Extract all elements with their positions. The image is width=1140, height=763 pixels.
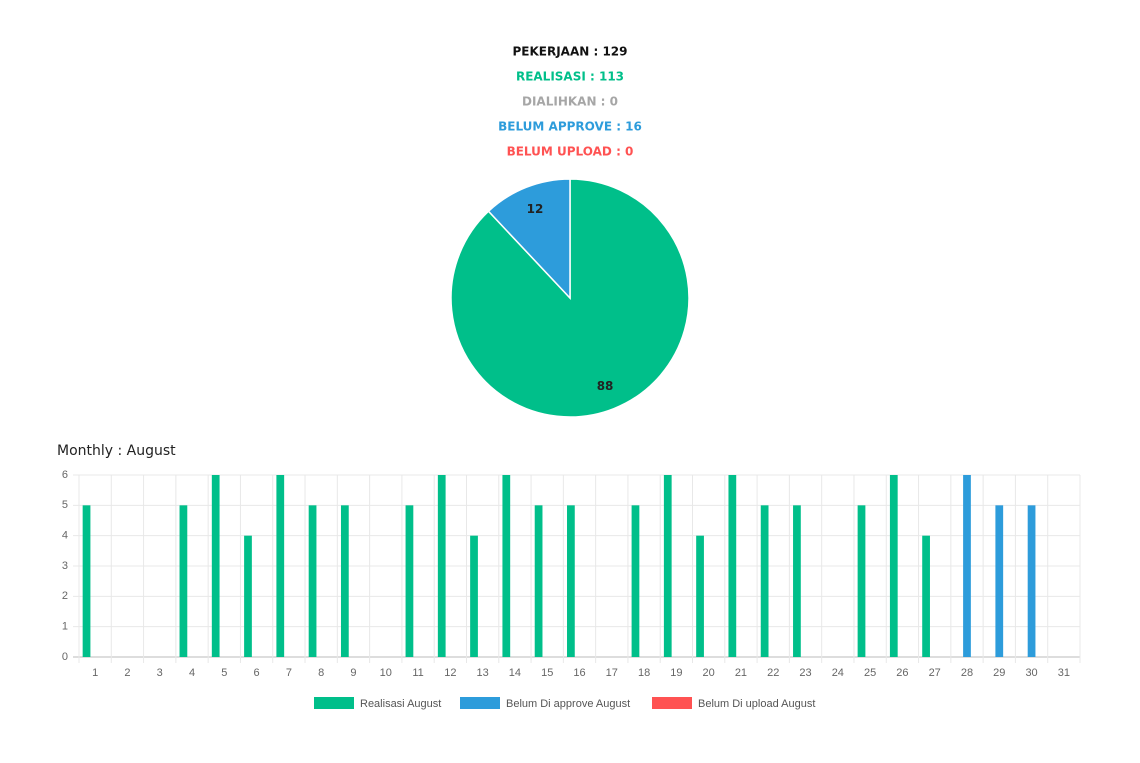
x-tick-label: 15	[541, 667, 553, 679]
bar	[963, 475, 971, 657]
bar	[244, 535, 252, 657]
bar	[82, 505, 91, 657]
legend-label: Belum Di approve August	[506, 698, 630, 710]
summary-line: BELUM APPROVE : 16	[498, 120, 642, 134]
x-tick-label: 25	[864, 667, 876, 679]
bar	[211, 475, 220, 657]
x-tick-label: 20	[703, 667, 715, 679]
bar	[470, 535, 478, 657]
legend-swatch	[652, 697, 692, 709]
x-tick-label: 12	[444, 667, 456, 679]
x-tick-label: 13	[477, 667, 489, 679]
summary-line: DIALIHKAN : 0	[522, 95, 618, 109]
bar	[276, 475, 285, 657]
y-tick-label: 6	[62, 469, 68, 481]
bar	[534, 505, 543, 657]
x-tick-label: 3	[157, 667, 163, 679]
bar	[405, 505, 414, 657]
legend-swatch	[460, 697, 500, 709]
x-tick-label: 19	[670, 667, 682, 679]
slice-label: 88	[597, 379, 614, 393]
bar	[793, 505, 801, 657]
bar	[995, 505, 1004, 657]
x-tick-label: 21	[735, 667, 747, 679]
bar	[502, 475, 511, 657]
y-tick-label: 0	[62, 651, 68, 663]
summary-line: PEKERJAAN : 129	[512, 45, 627, 59]
x-tick-label: 24	[832, 667, 844, 679]
slice-label: 12	[527, 202, 544, 216]
x-tick-label: 11	[412, 667, 423, 679]
x-tick-label: 14	[509, 667, 521, 679]
pie-slice	[450, 178, 690, 418]
bar	[857, 505, 866, 657]
bar	[308, 505, 317, 657]
x-tick-label: 26	[896, 667, 908, 679]
bar	[663, 475, 672, 657]
pie-slice	[487, 178, 571, 300]
bar	[1027, 505, 1036, 657]
x-tick-label: 18	[638, 667, 650, 679]
bar	[760, 505, 769, 657]
x-tick-label: 29	[993, 667, 1005, 679]
x-tick-label: 31	[1058, 667, 1070, 679]
x-tick-label: 8	[318, 667, 324, 679]
summary-line: BELUM UPLOAD : 0	[507, 145, 634, 159]
x-tick-label: 28	[961, 667, 973, 679]
y-tick-label: 5	[62, 499, 68, 511]
x-tick-label: 1	[92, 667, 98, 679]
chart-title: Monthly : August	[57, 443, 176, 459]
x-tick-label: 17	[606, 667, 618, 679]
bar	[567, 505, 575, 657]
legend-label: Belum Di upload August	[698, 698, 815, 710]
bar	[340, 505, 349, 657]
x-tick-label: 23	[799, 667, 811, 679]
bar	[922, 535, 930, 657]
bar	[631, 505, 640, 657]
y-tick-label: 2	[62, 590, 68, 602]
x-tick-label: 9	[350, 667, 356, 679]
x-tick-label: 30	[1025, 667, 1037, 679]
x-tick-label: 7	[286, 667, 292, 679]
legend-label: Realisasi August	[360, 698, 441, 710]
y-tick-label: 4	[62, 530, 68, 542]
x-tick-label: 4	[189, 667, 195, 679]
summary-line: REALISASI : 113	[516, 70, 624, 84]
bar	[889, 475, 898, 657]
legend-swatch	[314, 697, 354, 709]
x-tick-label: 5	[221, 667, 227, 679]
bar	[179, 505, 188, 657]
x-tick-label: 10	[380, 667, 392, 679]
bar	[437, 475, 446, 657]
bar	[696, 535, 704, 657]
x-tick-label: 2	[124, 667, 130, 679]
y-tick-label: 3	[62, 560, 68, 572]
x-tick-label: 27	[929, 667, 941, 679]
x-tick-label: 16	[573, 667, 585, 679]
y-tick-label: 1	[62, 621, 68, 633]
x-tick-label: 6	[254, 667, 260, 679]
bar	[728, 475, 737, 657]
x-tick-label: 22	[767, 667, 779, 679]
